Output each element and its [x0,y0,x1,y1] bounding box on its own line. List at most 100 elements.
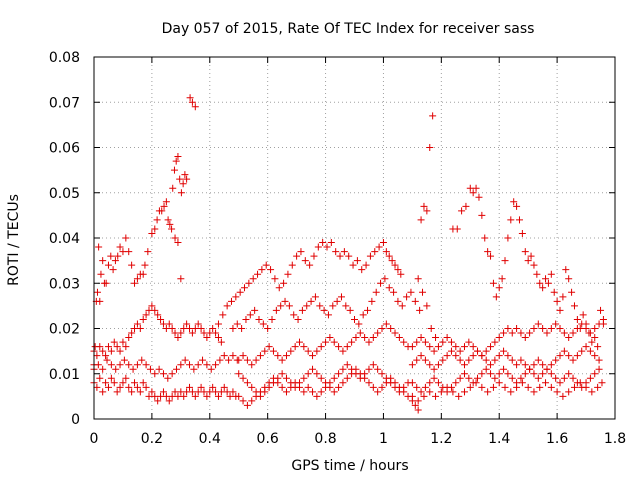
data-point [508,356,516,364]
y-tick-label: 0.06 [49,141,80,157]
data-point [443,352,451,360]
data-point [95,243,103,251]
data-point [309,352,317,360]
data-point [578,347,586,355]
data-point [142,311,150,319]
data-point [309,365,317,373]
data-point [214,320,222,328]
data-point [508,374,516,382]
data-point [597,306,605,314]
data-point [478,370,486,378]
data-point [378,325,386,332]
data-point [107,361,115,369]
data-point [443,334,451,342]
data-point [576,325,584,332]
data-point [513,202,521,210]
data-point [458,207,466,215]
data-point [172,157,180,165]
data-point [547,270,555,278]
data-point [180,392,188,400]
data-point [166,220,174,228]
data-point [330,338,338,346]
data-point [181,171,189,179]
data-point [355,320,363,328]
data-point [524,383,532,391]
data-point [294,315,302,323]
data-point [146,365,154,373]
data-point [504,370,512,378]
data-point [112,365,120,373]
data-point [99,257,107,265]
data-point [243,379,251,387]
data-point [387,325,395,332]
data-point [521,361,529,369]
x-tick-label: 1.8 [604,431,626,447]
data-point [599,320,607,328]
x-tick-label: 1.4 [488,431,510,447]
data-point [119,338,127,346]
data-point [235,370,243,378]
data-point [335,383,343,391]
data-point [591,334,599,342]
x-tick-label: 0 [90,431,99,447]
data-point [453,225,461,233]
data-point [282,374,290,382]
data-point [565,334,573,342]
data-point [527,252,535,260]
data-point [491,356,499,364]
data-point [216,356,224,364]
data-point [99,388,107,396]
data-point [374,365,382,373]
data-point [269,374,277,382]
data-point [168,225,176,233]
data-point [420,392,428,400]
data-point [517,374,525,382]
data-point [120,356,128,364]
data-point [542,275,550,283]
points-layer [90,94,607,414]
data-point [125,334,133,342]
data-point [530,325,538,332]
data-point [235,356,243,364]
data-point [427,325,435,332]
y-axis-label: ROTI / TECUs [6,194,22,286]
data-point [107,347,115,355]
data-point [416,306,424,314]
data-point [391,383,399,391]
data-point [219,311,227,319]
data-point [369,383,377,391]
data-point [102,279,110,287]
data-point [489,279,497,287]
data-point [264,325,272,332]
data-point [534,320,542,328]
data-point [500,347,508,355]
data-point [518,379,526,387]
data-point [543,365,551,373]
data-point [573,352,581,360]
data-point [565,388,573,396]
data-point [456,374,464,382]
data-point [413,383,421,391]
data-point [588,338,596,346]
data-point [306,261,314,269]
data-point [569,329,577,337]
data-point [460,388,468,396]
data-point [148,388,156,396]
data-point [133,275,141,283]
data-point [482,356,490,364]
data-point [348,338,356,346]
data-point [261,347,269,355]
data-point [207,365,215,373]
data-point [142,383,150,391]
data-point [128,261,136,269]
data-point [262,261,270,269]
data-point [390,288,398,296]
data-point [284,270,292,278]
x-tick-label: 1 [379,431,388,447]
y-tick-label: 0.03 [49,276,80,292]
data-point [194,320,202,328]
data-point [256,388,264,396]
data-point [265,343,273,351]
x-tick-label: 0.8 [314,431,336,447]
data-point [504,352,512,360]
